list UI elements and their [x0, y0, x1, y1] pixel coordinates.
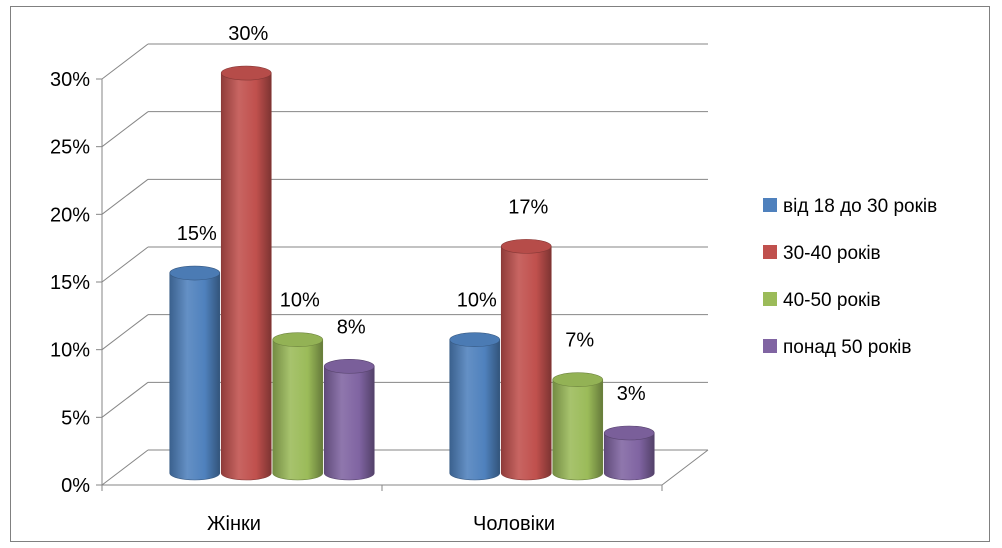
gridline-side: [101, 111, 149, 148]
bar-body: [603, 432, 655, 481]
y-tick-label: 30%: [50, 69, 90, 91]
legend-swatch: [763, 339, 777, 353]
gridline-side: [101, 314, 149, 351]
bar: [323, 359, 375, 481]
data-label: 30%: [228, 23, 268, 45]
legend-label: 40-50 років: [783, 290, 881, 311]
legend-item: понад 50 років: [763, 337, 911, 358]
bar-top: [500, 239, 552, 254]
category-label: Жінки: [207, 513, 261, 535]
legend-item: 40-50 років: [763, 290, 881, 311]
legend-swatch: [763, 198, 777, 212]
legend: від 18 до 30 років 30-40 років 40-50 років…: [763, 196, 937, 358]
bar-body: [500, 246, 552, 481]
bar-body: [169, 272, 221, 481]
bar: [500, 239, 552, 481]
bar-top: [220, 65, 272, 81]
bar: [220, 65, 272, 481]
y-axis: 0% 5% 10% 15% 20% 25% 30%: [50, 69, 102, 497]
data-label: 3%: [617, 383, 646, 405]
bar: [272, 332, 324, 481]
bar-top: [272, 332, 324, 347]
data-label: 15%: [177, 223, 217, 245]
bars: [169, 65, 655, 481]
legend-item: 30-40 років: [763, 243, 881, 264]
legend-swatch: [763, 292, 777, 306]
y-tick-label: 20%: [50, 204, 90, 226]
data-label: 17%: [508, 196, 548, 218]
bar-body: [449, 339, 501, 481]
data-label: 8%: [337, 316, 366, 338]
data-labels: 15% 30% 10% 8% 10% 17% 7% 3%: [177, 23, 646, 405]
y-tick-label: 10%: [50, 340, 90, 362]
bar-top: [552, 372, 604, 387]
x-axis: Жінки Чоловіки: [101, 485, 663, 535]
bar: [552, 372, 604, 481]
legend-label: понад 50 років: [783, 337, 911, 358]
gridline-side: [101, 178, 149, 215]
bar: [603, 425, 655, 481]
legend-item: від 18 до 30 років: [763, 196, 937, 217]
data-label: 10%: [280, 290, 320, 312]
gridline-side: [101, 449, 149, 486]
legend-swatch: [763, 245, 777, 259]
y-tick-label: 25%: [50, 137, 90, 159]
bar-top: [323, 359, 375, 374]
bar-body: [220, 72, 272, 481]
y-tick-label: 5%: [61, 407, 90, 429]
gridline-side: [101, 381, 149, 418]
y-tick-label: 0%: [61, 475, 90, 497]
bar-body: [272, 339, 324, 481]
legend-label: від 18 до 30 років: [783, 196, 937, 217]
bar: [169, 265, 221, 481]
data-label: 10%: [457, 290, 497, 312]
gridline-side: [101, 246, 149, 283]
gridline-side: [101, 43, 149, 80]
legend-label: 30-40 років: [783, 243, 881, 264]
bar: [449, 332, 501, 481]
bar-top: [603, 425, 655, 441]
bar-top: [169, 265, 221, 281]
bar-body: [323, 366, 375, 481]
bar-top: [449, 332, 501, 347]
category-label: Чоловіки: [473, 513, 555, 535]
y-tick-label: 15%: [50, 272, 90, 294]
bar-body: [552, 379, 604, 481]
data-label: 7%: [565, 330, 594, 352]
